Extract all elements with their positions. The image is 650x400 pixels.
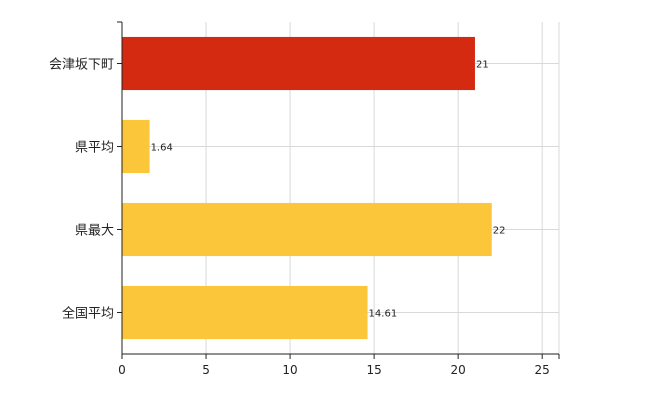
bar-0 — [122, 36, 475, 91]
x-tick-label-1: 5 — [202, 363, 210, 377]
x-tick-label-5: 25 — [535, 363, 550, 377]
data-label-1: 1.64 — [151, 143, 173, 154]
bar-1 — [122, 119, 150, 174]
axis-layer — [117, 21, 560, 359]
bar-3 — [122, 285, 368, 340]
data-label-0: 21 — [476, 60, 489, 71]
label-layer: 21 会津坂下町 1.64 県平均 22 県最大 14.61 全国平均 0 5 10 15 20 25 — [49, 58, 550, 378]
category-label-3: 全国平均 — [62, 306, 114, 322]
category-label-1: 県平均 — [75, 141, 114, 156]
x-tick-label-2: 10 — [282, 363, 297, 377]
data-label-3: 14.61 — [369, 309, 398, 320]
category-label-0: 会津坂下町 — [49, 58, 114, 73]
bar-layer — [122, 36, 492, 340]
x-tick-label-4: 20 — [451, 363, 466, 377]
data-label-2: 22 — [493, 226, 506, 237]
bar-2 — [122, 202, 492, 257]
x-tick-label-0: 0 — [118, 363, 126, 377]
category-label-2: 県最大 — [75, 224, 114, 239]
x-tick-label-3: 15 — [366, 363, 381, 377]
